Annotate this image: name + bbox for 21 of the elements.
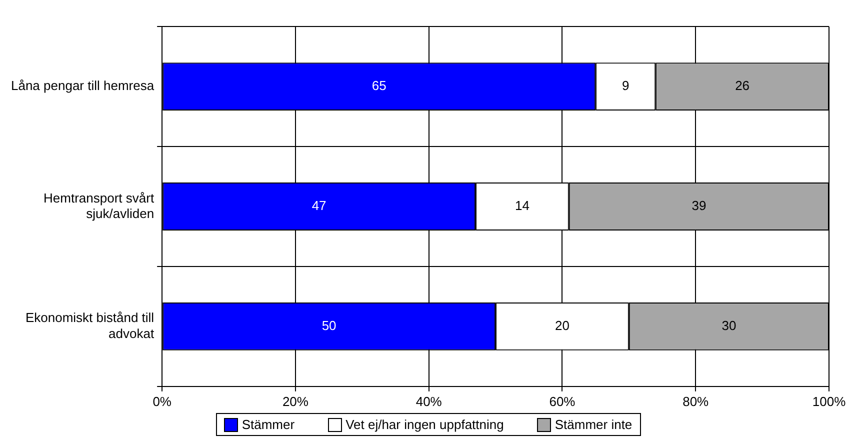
data-label: 47 (312, 198, 326, 214)
y-tick-label: Hemtransport svårt sjuk/avliden (44, 190, 154, 221)
x-tick-label: 80% (682, 394, 710, 409)
data-label: 30 (722, 318, 736, 334)
x-tick-label: 0% (152, 394, 172, 409)
x-tick-label: 40% (416, 394, 442, 409)
data-label: 14 (514, 198, 530, 214)
legend-label: Stämmer (242, 417, 295, 432)
y-tick-label: Låna pengar till hemresa (10, 78, 155, 94)
data-label: 39 (692, 198, 706, 214)
data-label: 9 (622, 78, 630, 94)
data-label: 20 (555, 318, 570, 334)
y-tick-label: Ekonomiskt bistånd till advokat (25, 310, 154, 341)
x-tick-label: 60% (549, 394, 576, 409)
data-label: 65 (372, 78, 386, 94)
x-tick-label: 100% (812, 394, 846, 409)
legend-label: Vet ej/har ingen uppfattning (346, 417, 504, 432)
legend-label: Stämmer inte (554, 417, 632, 432)
data-label: 26 (735, 78, 750, 94)
x-tick-label: 20% (282, 394, 309, 409)
data-label: 50 (322, 318, 336, 334)
